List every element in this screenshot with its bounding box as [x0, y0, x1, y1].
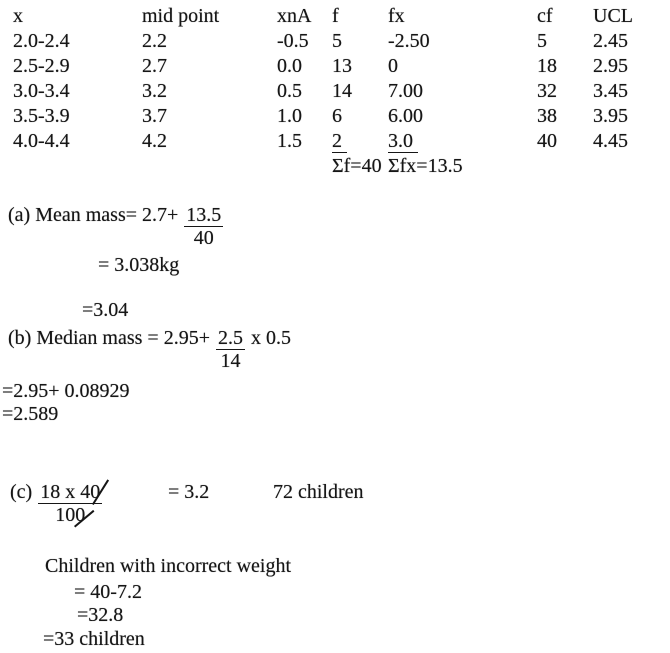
fx-last-underlined: 3.0 — [388, 131, 418, 153]
median-formula-line: (b) Median mass = 2.95+ 2.5 14 x 0.5 — [8, 326, 291, 372]
table-cell: 3.95 — [593, 105, 628, 127]
median-formula-prefix: (b) Median mass = 2.95+ — [8, 327, 210, 349]
table-header-x: x — [13, 5, 23, 27]
median-step: =2.95+ 0.08929 — [2, 380, 130, 402]
table-cell: 4.2 — [142, 130, 167, 152]
table-cell: 18 — [537, 55, 557, 77]
table-cell: 4.0-4.4 — [13, 130, 70, 152]
part-c-line: (c) 18 x 40 100 — [10, 480, 103, 526]
table-cell-empty — [593, 154, 670, 179]
children-step-1: = 40-7.2 — [74, 581, 142, 603]
table-cell: -0.5 — [277, 30, 309, 52]
table-cell: 2.0-2.4 — [13, 30, 70, 52]
table-cell: 1.0 — [277, 105, 302, 127]
mean-formula-prefix: (a) Mean mass= 2.7+ — [8, 204, 179, 226]
mean-fraction: 13.5 40 — [184, 204, 224, 249]
frequency-table: x mid point xnA f fx cf UCL 2.0-2.4 2.2 … — [13, 4, 670, 179]
table-cell: 6 — [332, 105, 342, 127]
table-cell: 0.0 — [277, 55, 302, 77]
table-cell: 2.45 — [593, 30, 628, 52]
table-cell: 38 — [537, 105, 557, 127]
table-cell: 4.45 — [593, 130, 628, 152]
table-cell: 3.0 — [388, 129, 537, 154]
children-result: =33 children — [43, 628, 145, 650]
mean-result-rounded: =3.04 — [82, 299, 129, 321]
part-c-denominator: 100 — [55, 505, 85, 526]
table-cell: 1.5 — [277, 130, 302, 152]
table-cell: 3.0-3.4 — [13, 80, 70, 102]
sum-fx: Σfx=13.5 — [388, 155, 463, 177]
table-cell: 0 — [388, 55, 398, 77]
table-cell: 3.5-3.9 — [13, 105, 70, 127]
table-cell: 2.5-2.9 — [13, 55, 70, 77]
median-fraction: 2.5 14 — [215, 327, 245, 372]
mean-formula-line: (a) Mean mass= 2.7+ 13.5 40 — [8, 203, 224, 249]
table-header-midpoint: mid point — [142, 5, 220, 27]
table-header-xna: xnA — [277, 5, 312, 27]
table-cell: 3.2 — [142, 80, 167, 102]
table-cell: 0.5 — [277, 80, 302, 102]
part-c-note: 72 children — [273, 481, 364, 503]
f-last-underlined: 2 — [332, 131, 347, 153]
part-c-numerator: 18 x 40 — [40, 481, 100, 503]
median-formula-suffix: x 0.5 — [250, 327, 291, 349]
mean-result-kg: = 3.038kg — [98, 254, 180, 276]
part-c-label: (c) — [10, 481, 33, 503]
children-title: Children with incorrect weight — [45, 555, 292, 577]
table-cell: 3.7 — [142, 105, 167, 127]
median-fraction-numerator: 2.5 — [217, 327, 243, 349]
mean-fraction-denominator: 40 — [193, 227, 214, 249]
table-cell: 14 — [332, 80, 352, 102]
median-fraction-denominator: 14 — [220, 350, 241, 372]
part-c-fraction: 18 x 40 100 — [38, 481, 103, 526]
table-cell-empty — [142, 154, 277, 179]
table-cell: 40 — [537, 130, 557, 152]
table-cell: 2.2 — [142, 30, 167, 52]
table-cell-empty — [13, 154, 142, 179]
table-header-cf: cf — [537, 5, 553, 27]
part-c-denominator-main: 10 — [55, 504, 76, 526]
table-cell: 2 — [332, 129, 388, 154]
cancelled-zero-denominator: 0 — [75, 504, 86, 526]
table-cell: 5 — [332, 30, 342, 52]
mean-fraction-numerator: 13.5 — [186, 204, 222, 226]
table-header-fx: fx — [388, 5, 405, 27]
part-c-equals: = 3.2 — [168, 481, 210, 503]
table-cell: 32 — [537, 80, 557, 102]
sum-f: Σf=40 — [332, 155, 382, 177]
part-c-numerator-main: 18 x 4 — [40, 481, 91, 503]
cancelled-zero-numerator: 0 — [90, 481, 101, 503]
children-step-2: =32.8 — [77, 604, 124, 626]
table-cell-empty — [537, 154, 593, 179]
table-cell: 6.00 — [388, 105, 423, 127]
table-header-f: f — [332, 5, 339, 27]
table-cell: 13 — [332, 55, 352, 77]
table-cell: 7.00 — [388, 80, 423, 102]
table-cell: -2.50 — [388, 30, 430, 52]
table-header-ucl: UCL — [593, 5, 633, 27]
table-cell: 3.45 — [593, 80, 628, 102]
median-result: =2.589 — [2, 403, 59, 425]
table-cell: 5 — [537, 30, 547, 52]
table-cell-empty — [277, 154, 332, 179]
table-cell: 2.95 — [593, 55, 628, 77]
table-cell: 2.7 — [142, 55, 167, 77]
